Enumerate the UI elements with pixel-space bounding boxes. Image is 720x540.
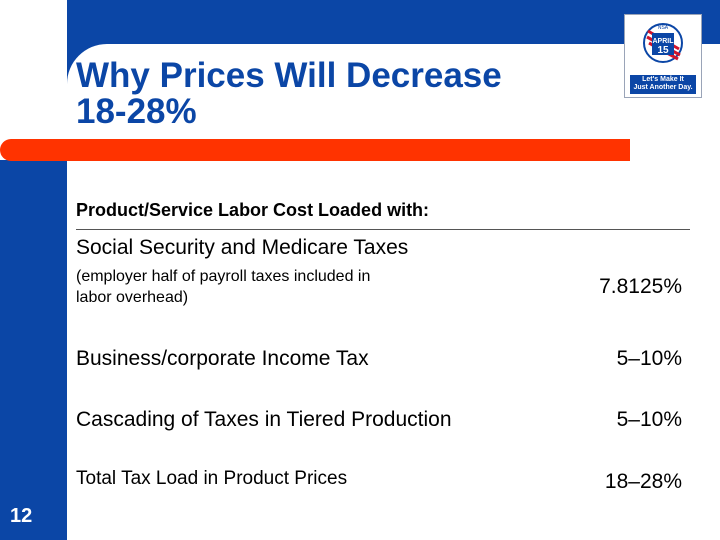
page-title: Why Prices Will Decrease 18-28%	[76, 58, 502, 130]
row-label-cascading-taxes: Cascading of Taxes in Tiered Production	[76, 408, 452, 431]
content-panel-lower	[67, 180, 720, 540]
corner-white	[0, 0, 67, 160]
row-label-corporate-tax: Business/corporate Income Tax	[76, 347, 369, 370]
section-heading: Product/Service Labor Cost Loaded with:	[76, 200, 430, 220]
title-line-2: 18-28%	[76, 92, 197, 131]
divider	[76, 229, 690, 230]
row-note-social-security: (employer half of payroll taxes included…	[76, 268, 371, 306]
svg-text:15: 15	[657, 45, 669, 56]
april-15-logo: APRIL 15 NSA Let's Make It Just Another …	[624, 14, 702, 98]
page-number: 12	[10, 505, 33, 527]
row-value-total-tax: 18–28%	[604, 470, 682, 493]
april-15-badge-icon: APRIL 15 NSA	[643, 23, 683, 63]
accent-bar	[0, 139, 630, 161]
row-label-social-security: Social Security and Medicare Taxes	[76, 236, 409, 259]
title-line-1: Why Prices Will Decrease	[76, 56, 502, 95]
row-value-cascading-taxes: 5–10%	[616, 408, 682, 431]
svg-text:NSA: NSA	[658, 25, 669, 31]
row-value-social-security: 7.8125%	[599, 275, 682, 298]
row-label-total-tax: Total Tax Load in Product Prices	[76, 468, 348, 489]
logo-tagline: Let's Make It Just Another Day.	[630, 75, 696, 94]
row-value-corporate-tax: 5–10%	[616, 347, 682, 370]
svg-text:APRIL: APRIL	[653, 38, 675, 45]
